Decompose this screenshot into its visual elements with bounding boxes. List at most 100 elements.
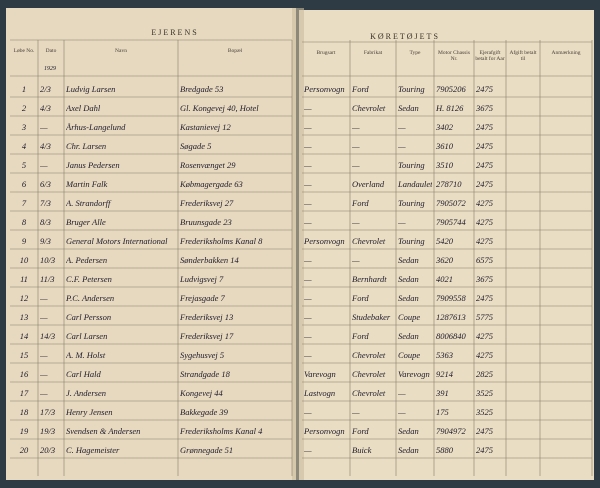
owner-name: General Motors International xyxy=(66,236,168,246)
body-type: Touring xyxy=(398,84,425,94)
owner-name: Henry Jensen xyxy=(66,407,113,417)
motor-number: 7905072 xyxy=(436,198,466,208)
motor-number: 1287613 xyxy=(436,312,466,322)
motor-number: 3610 xyxy=(436,141,453,151)
make: — xyxy=(352,122,360,132)
make: Buick xyxy=(352,445,372,455)
column-header: Dato xyxy=(45,48,57,54)
year: 1929 xyxy=(44,66,56,72)
date: — xyxy=(40,369,48,379)
tax-amount: 2475 xyxy=(476,293,493,303)
tax-amount: 3675 xyxy=(476,103,493,113)
make: — xyxy=(352,255,360,265)
owner-name: Carl Hald xyxy=(66,369,101,379)
column-header: Motor Chassis Nr. xyxy=(438,50,470,62)
usage: Lastvogn xyxy=(304,388,336,398)
owner-name: Axel Dahl xyxy=(66,103,101,113)
make: Studebaker xyxy=(352,312,391,322)
column-header: Løbe No. xyxy=(13,48,35,54)
row-number: 3 xyxy=(21,122,27,132)
date: 11/3 xyxy=(40,274,55,284)
body-type: Sedan xyxy=(398,445,419,455)
row-number: 9 xyxy=(21,236,27,246)
date: — xyxy=(40,312,48,322)
motor-number: 3402 xyxy=(436,122,453,132)
date: 19/3 xyxy=(40,426,56,436)
row-number: 6 xyxy=(21,179,27,189)
address: Frederiksvej 27 xyxy=(180,198,234,208)
usage: — xyxy=(304,160,312,170)
make: Chevrolet xyxy=(352,388,386,398)
owner-name: Janus Pedersen xyxy=(66,160,120,170)
address: Strandgade 18 xyxy=(180,369,230,379)
column-header: Anmærkning xyxy=(551,50,581,56)
make: Chevrolet xyxy=(352,236,386,246)
tax-amount: 3675 xyxy=(476,274,493,284)
make: Ford xyxy=(352,293,369,303)
tax-amount: 3525 xyxy=(476,388,493,398)
tax-amount: 4275 xyxy=(476,217,493,227)
row-number: 20 xyxy=(19,445,29,455)
motor-number: 5363 xyxy=(436,350,453,360)
tax-amount: 6575 xyxy=(476,255,493,265)
motor-number: H. 8126 xyxy=(436,103,464,113)
date: 7/3 xyxy=(40,198,51,208)
owner-name: Chr. Larsen xyxy=(66,141,107,151)
body-type: — xyxy=(398,407,406,417)
tax-amount: 4275 xyxy=(476,331,493,341)
make: — xyxy=(352,141,360,151)
body-type: Sedan xyxy=(398,426,419,436)
make: Chevrolet xyxy=(352,369,386,379)
row-number: 12 xyxy=(19,293,29,303)
date: 14/3 xyxy=(40,331,56,341)
motor-number: 9214 xyxy=(436,369,453,379)
usage: — xyxy=(304,198,312,208)
motor-number: 7905206 xyxy=(436,84,466,94)
tax-amount: 2475 xyxy=(476,141,493,151)
row-number: 8 xyxy=(21,217,27,227)
column-header: Navn xyxy=(115,48,127,54)
row-number: 16 xyxy=(19,369,29,379)
usage: — xyxy=(304,141,312,151)
date: 9/3 xyxy=(40,236,51,246)
row-number: 10 xyxy=(19,255,29,265)
address: Bruunsgade 23 xyxy=(180,217,232,227)
owner-name: A. M. Holst xyxy=(66,350,106,360)
tax-amount: 2475 xyxy=(476,160,493,170)
body-type: Sedan xyxy=(398,331,419,341)
body-type: — xyxy=(398,217,406,227)
address: Bredgade 53 xyxy=(180,84,224,94)
date: 4/3 xyxy=(40,141,51,151)
tax-amount: 2475 xyxy=(476,426,493,436)
address: Frejasgade 7 xyxy=(180,293,225,303)
make: Chevrolet xyxy=(352,103,386,113)
date: 20/3 xyxy=(40,445,56,455)
column-header: Afgift betalt til xyxy=(509,50,537,62)
spine xyxy=(292,8,304,480)
address: Søgade 5 xyxy=(180,141,212,151)
row-number: 4 xyxy=(21,141,27,151)
usage: Varevogn xyxy=(304,369,336,379)
row-number: 14 xyxy=(19,331,29,341)
make: Bernhardt xyxy=(352,274,387,284)
row-number: 15 xyxy=(19,350,29,360)
address: Frederiksvej 17 xyxy=(180,331,234,341)
motor-number: 5880 xyxy=(436,445,453,455)
owner-name: Århus-Langelund xyxy=(66,122,126,132)
address: Frederiksholms Kanal 4 xyxy=(180,426,263,436)
usage: — xyxy=(304,179,312,189)
date: — xyxy=(40,160,48,170)
left-title: EJERENS xyxy=(151,28,199,37)
make: Ford xyxy=(352,426,369,436)
owner-name: Martin Falk xyxy=(66,179,108,189)
owner-name: C. Hagemeister xyxy=(66,445,120,455)
body-type: Sedan xyxy=(398,103,419,113)
motor-number: 7905744 xyxy=(436,217,466,227)
owner-name: Bruger Alle xyxy=(66,217,106,227)
motor-number: 175 xyxy=(436,407,449,417)
make: Ford xyxy=(352,331,369,341)
tax-amount: 2475 xyxy=(476,84,493,94)
body-type: Coupe xyxy=(398,350,421,360)
body-type: Sedan xyxy=(398,274,419,284)
